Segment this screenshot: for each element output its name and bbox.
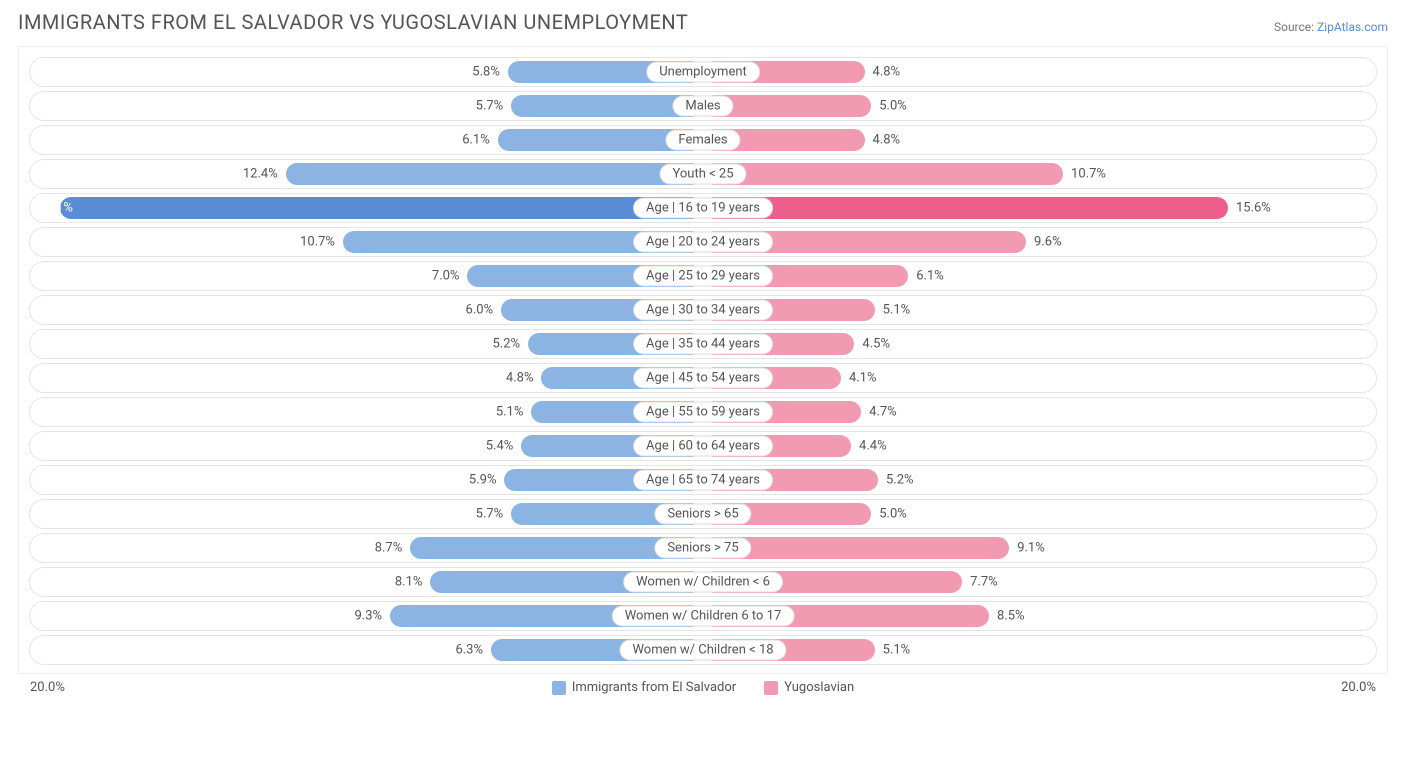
chart-row: 5.8% 4.8% Unemployment [29,57,1377,87]
chart-title: IMMIGRANTS FROM EL SALVADOR VS YUGOSLAVI… [18,10,688,34]
value-right: 5.1% [883,643,911,658]
chart-row: 5.7% 5.0% Seniors > 65 [29,499,1377,529]
chart-footer: 20.0% Immigrants from El Salvador Yugosl… [30,680,1376,695]
category-label: Age | 35 to 44 years [633,334,773,355]
category-label: Age | 45 to 54 years [633,368,773,389]
chart-row: 19.1% 15.6% Age | 16 to 19 years [29,193,1377,223]
category-label: Age | 20 to 24 years [633,232,773,253]
value-left: 5.7% [476,99,504,114]
category-label: Seniors > 75 [654,538,751,559]
value-right: 9.1% [1017,541,1045,556]
chart-row: 5.9% 5.2% Age | 65 to 74 years [29,465,1377,495]
bar-right [703,163,1063,185]
source-label: Source: [1274,20,1314,34]
value-right: 4.1% [849,371,877,386]
value-left: 6.0% [466,303,494,318]
value-left: 8.7% [375,541,403,556]
chart-row: 5.7% 5.0% Males [29,91,1377,121]
bar-left [60,197,703,219]
category-label: Women w/ Children < 18 [619,640,786,661]
value-left: 4.8% [506,371,534,386]
bar-left [286,163,703,185]
chart-row: 8.7% 9.1% Seniors > 75 [29,533,1377,563]
value-left: 8.1% [395,575,423,590]
axis-left-label: 20.0% [30,680,65,695]
category-label: Age | 25 to 29 years [633,266,773,287]
category-label: Women w/ Children 6 to 17 [612,606,795,627]
legend: Immigrants from El Salvador Yugoslavian [65,680,1341,695]
category-label: Age | 30 to 34 years [633,300,773,321]
category-label: Males [672,96,733,117]
value-right: 4.8% [873,65,901,80]
category-label: Youth < 25 [659,164,746,185]
value-left: 5.7% [476,507,504,522]
value-left: 6.3% [455,643,483,658]
chart-row: 6.1% 4.8% Females [29,125,1377,155]
legend-label: Immigrants from El Salvador [572,680,736,695]
category-label: Age | 16 to 19 years [633,198,773,219]
category-label: Women w/ Children < 6 [623,572,783,593]
source: Source: ZipAtlas.com [1274,20,1388,34]
chart-row: 4.8% 4.1% Age | 45 to 54 years [29,363,1377,393]
value-left: 19.1% [38,201,73,216]
legend-swatch-icon [764,681,778,695]
legend-item-right: Yugoslavian [764,680,854,695]
value-left: 6.1% [462,133,490,148]
value-right: 4.8% [873,133,901,148]
category-label: Seniors > 65 [654,504,751,525]
value-right: 7.7% [970,575,998,590]
chart-row: 6.3% 5.1% Women w/ Children < 18 [29,635,1377,665]
category-label: Females [665,130,740,151]
axis-right-label: 20.0% [1341,680,1376,695]
diverging-bar-chart: 5.8% 4.8% Unemployment 5.7% 5.0% Males 6.1% 4.8… [18,46,1388,674]
category-label: Unemployment [646,62,760,83]
legend-swatch-icon [552,681,566,695]
bar-right [703,197,1228,219]
category-label: Age | 60 to 64 years [633,436,773,457]
chart-row: 10.7% 9.6% Age | 20 to 24 years [29,227,1377,257]
value-left: 5.1% [496,405,524,420]
chart-row: 8.1% 7.7% Women w/ Children < 6 [29,567,1377,597]
category-label: Age | 65 to 74 years [633,470,773,491]
value-right: 5.0% [879,507,907,522]
value-right: 4.4% [859,439,887,454]
value-left: 9.3% [355,609,383,624]
value-right: 5.2% [886,473,914,488]
legend-item-left: Immigrants from El Salvador [552,680,736,695]
value-left: 12.4% [243,167,278,182]
value-right: 5.1% [883,303,911,318]
value-right: 4.7% [869,405,897,420]
value-right: 6.1% [916,269,944,284]
header: IMMIGRANTS FROM EL SALVADOR VS YUGOSLAVI… [18,10,1388,34]
value-left: 10.7% [300,235,335,250]
chart-row: 6.0% 5.1% Age | 30 to 34 years [29,295,1377,325]
value-left: 5.4% [486,439,514,454]
value-left: 7.0% [432,269,460,284]
chart-row: 7.0% 6.1% Age | 25 to 29 years [29,261,1377,291]
value-left: 5.2% [492,337,520,352]
chart-row: 5.1% 4.7% Age | 55 to 59 years [29,397,1377,427]
chart-row: 12.4% 10.7% Youth < 25 [29,159,1377,189]
value-left: 5.9% [469,473,497,488]
category-label: Age | 55 to 59 years [633,402,773,423]
value-right: 15.6% [1236,201,1271,216]
chart-row: 5.2% 4.5% Age | 35 to 44 years [29,329,1377,359]
chart-row: 9.3% 8.5% Women w/ Children 6 to 17 [29,601,1377,631]
value-right: 10.7% [1071,167,1106,182]
value-right: 4.5% [862,337,890,352]
source-link[interactable]: ZipAtlas.com [1317,20,1388,34]
legend-label: Yugoslavian [784,680,854,695]
chart-row: 5.4% 4.4% Age | 60 to 64 years [29,431,1377,461]
value-right: 9.6% [1034,235,1062,250]
value-left: 5.8% [472,65,500,80]
value-right: 8.5% [997,609,1025,624]
value-right: 5.0% [879,99,907,114]
